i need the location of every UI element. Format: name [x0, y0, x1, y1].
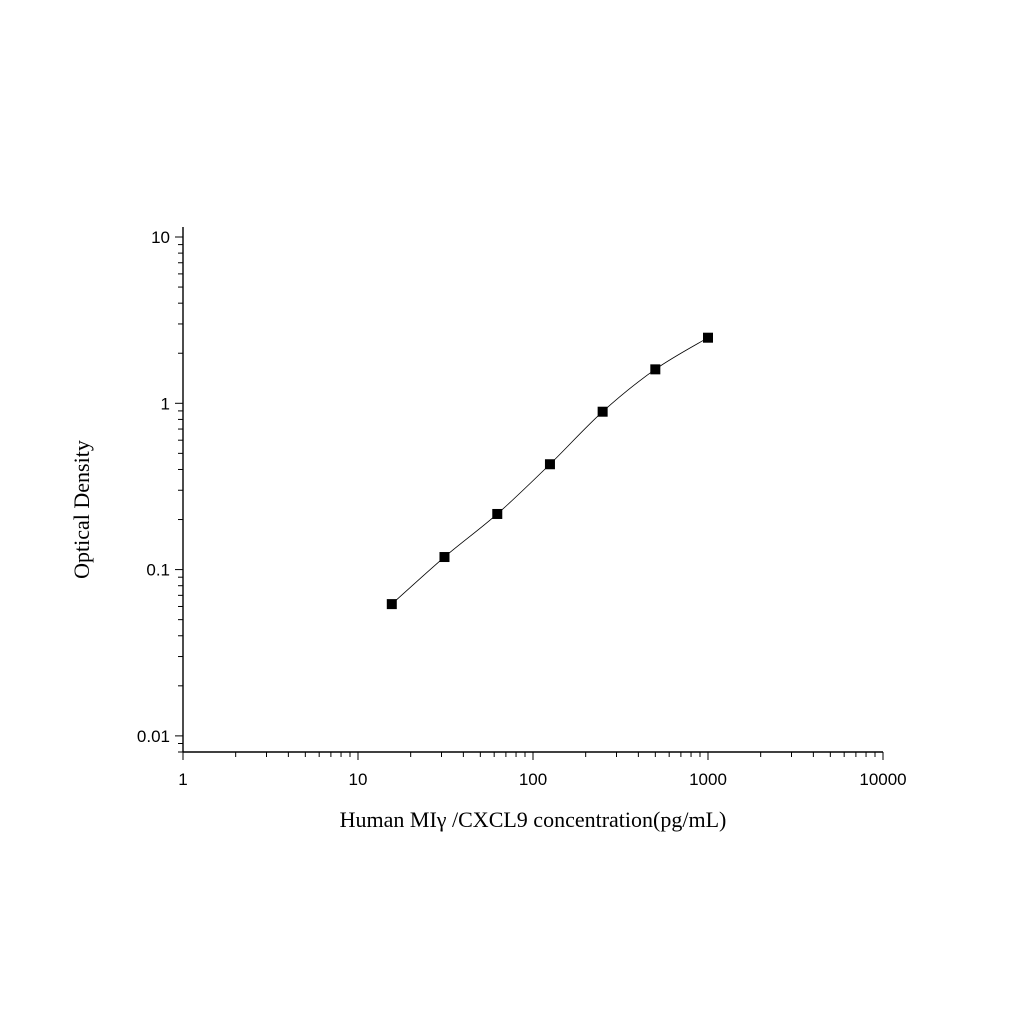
x-tick-label: 1000: [689, 770, 727, 789]
y-tick-label: 1: [161, 394, 170, 413]
x-tick-label: 10000: [859, 770, 906, 789]
data-point: [544, 459, 555, 470]
x-tick-label: 1: [178, 770, 187, 789]
data-point: [439, 552, 450, 563]
data-points: [386, 332, 713, 610]
axes: [182, 227, 883, 753]
x-tick-label: 10: [349, 770, 368, 789]
y-tick-label: 0.01: [137, 727, 170, 746]
y-axis-ticks: 0.01 0.1 1 10: [137, 228, 183, 753]
data-point: [386, 599, 397, 610]
fit-curve: [391, 337, 709, 605]
y-tick-label: 0.1: [146, 561, 170, 580]
data-point: [703, 332, 713, 343]
data-point: [650, 364, 661, 375]
y-axis-label: Optical Density: [69, 440, 94, 579]
data-point: [492, 508, 503, 519]
x-axis-ticks: 1 10 100 1000 10000: [178, 752, 907, 789]
data-point: [597, 406, 608, 417]
x-axis-label: Human MIγ /CXCL9 concentration(pg/mL): [340, 807, 727, 832]
x-tick-label: 100: [519, 770, 547, 789]
y-tick-label: 10: [151, 228, 170, 247]
